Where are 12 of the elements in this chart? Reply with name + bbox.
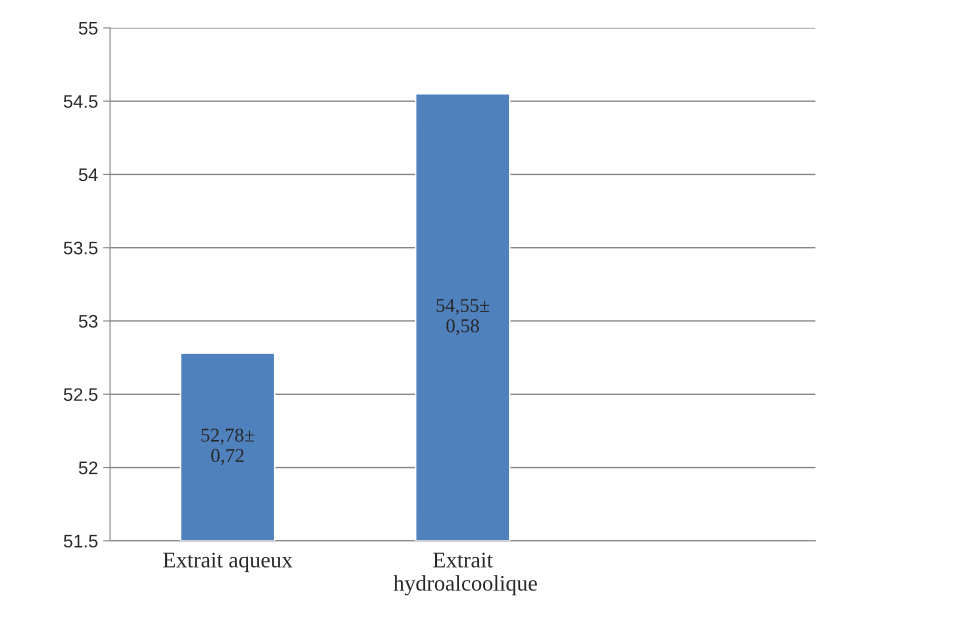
y-tick-label: 52.5 [64,388,98,401]
data-label: 54,55± 0,58 [436,299,490,336]
y-tick-label: 53.5 [64,242,98,254]
y-tick-label: 55 [78,22,98,35]
y-tick-label: 51.5 [64,534,98,548]
y-tick-label: 52 [78,461,98,474]
x-tick-label: Extrait aqueux [163,552,292,572]
y-tick-label: 54 [78,168,98,182]
data-label: 52,78± 0,72 [202,428,254,465]
y-tick-label: 54.5 [64,95,98,108]
y-tick-label: 53 [78,314,98,328]
x-tick-label: Extrait hydroalcoolique [394,552,537,596]
